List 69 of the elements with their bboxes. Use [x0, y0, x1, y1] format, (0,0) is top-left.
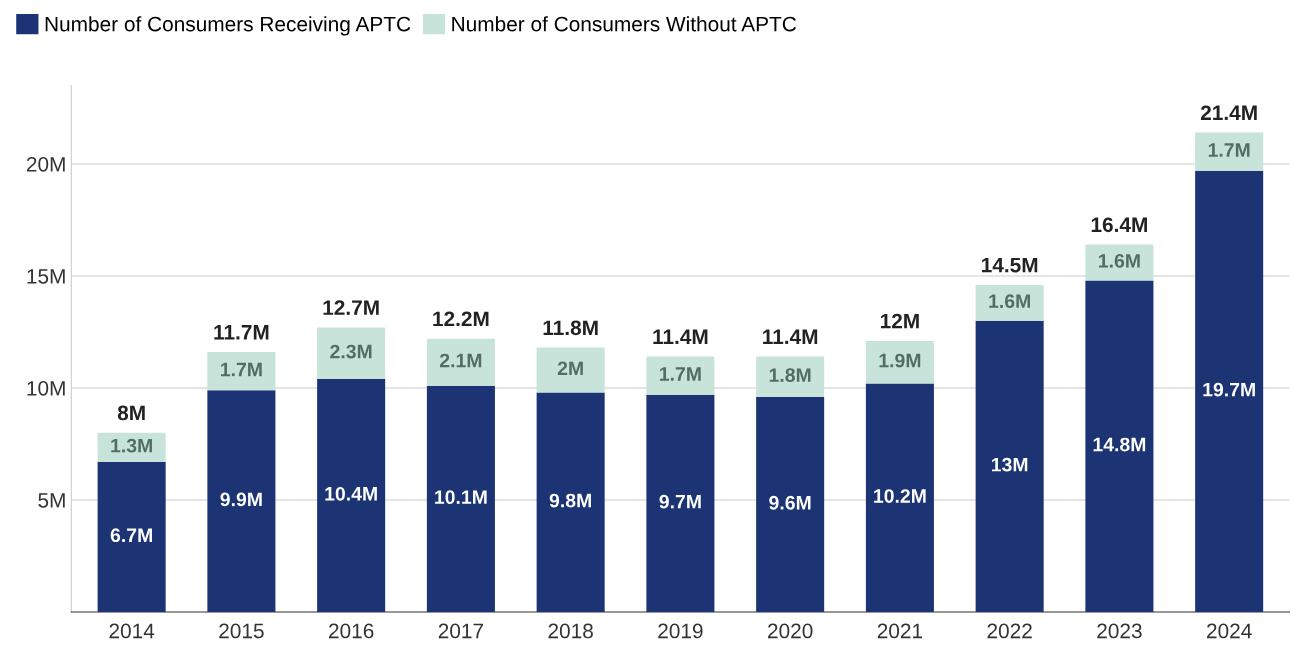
total-label: 21.4M — [1200, 105, 1257, 120]
total-label: 8M — [117, 405, 145, 421]
bar — [426, 338, 495, 386]
total-label: 11.4M — [653, 329, 708, 344]
data-label: 1.7M — [221, 362, 262, 377]
bar — [536, 392, 605, 612]
data-label: 9.7M — [659, 494, 701, 509]
bar — [646, 356, 715, 395]
total-label: 14.5M — [982, 257, 1038, 273]
total-label: 11.4M — [763, 329, 818, 344]
data-label: 1.6M — [989, 294, 1030, 309]
y-tick-label: 15M — [27, 269, 65, 284]
x-tick-label: 2024 — [1207, 623, 1252, 639]
x-tick-label: 2014 — [109, 623, 155, 639]
data-label: 1.7M — [660, 367, 701, 381]
data-label: 1.9M — [879, 353, 921, 368]
bar — [756, 396, 825, 612]
bar — [207, 390, 276, 612]
bar — [756, 356, 825, 397]
bar — [317, 327, 386, 379]
x-tick-label: 2022 — [987, 623, 1032, 639]
y-tick-label: 10M — [27, 380, 65, 396]
bar — [1195, 170, 1264, 612]
total-label: 11.7M — [214, 325, 269, 340]
data-label: 9.9M — [220, 492, 262, 507]
data-label: 19.7M — [1203, 382, 1255, 397]
bar — [865, 340, 934, 384]
total-label: 11.8M — [543, 320, 598, 336]
x-tick-label: 2020 — [768, 623, 813, 639]
data-label: 10.1M — [435, 490, 487, 505]
legend-label: Number of Consumers Without APTC — [452, 16, 797, 32]
x-tick-label: 2019 — [658, 623, 703, 639]
data-label: 2.1M — [439, 353, 482, 368]
y-tick-label: 20M — [26, 156, 65, 172]
bar — [975, 320, 1044, 612]
bar — [865, 383, 934, 612]
data-label: 14.8M — [1093, 437, 1146, 452]
data-label: 2M — [557, 361, 583, 376]
data-label: 1.3M — [111, 438, 152, 453]
bar — [646, 394, 715, 612]
x-tick-label: 2017 — [438, 623, 484, 639]
x-tick-label: 2016 — [329, 623, 374, 639]
x-tick-label: 2023 — [1097, 623, 1142, 639]
bar — [1195, 132, 1264, 171]
data-label: 9.8M — [549, 493, 591, 508]
data-label: 9.6M — [769, 495, 811, 510]
data-label: 1.8M — [769, 368, 811, 382]
data-label: 10.4M — [325, 486, 377, 501]
total-label: 12.2M — [433, 311, 489, 326]
data-label: 2.3M — [330, 344, 372, 359]
bar — [426, 385, 495, 612]
total-label: 16.4M — [1091, 217, 1147, 233]
x-tick-label: 2021 — [877, 623, 923, 639]
data-label: 1.6M — [1099, 253, 1140, 268]
bar — [207, 352, 276, 391]
data-label: 13M — [991, 457, 1028, 472]
data-label: 6.7M — [110, 528, 152, 543]
data-label: 1.7M — [1208, 143, 1250, 157]
bar — [97, 461, 166, 612]
y-tick-label: 5M — [38, 493, 65, 508]
data-label: 10.2M — [874, 489, 926, 503]
bar — [536, 347, 605, 393]
x-tick-label: 2015 — [219, 623, 264, 639]
total-label: 12M — [880, 313, 919, 329]
legend-label: Number of Consumers Receiving APTC — [45, 16, 411, 36]
x-tick-label: 2018 — [548, 623, 593, 639]
total-label: 12.7M — [323, 300, 379, 315]
bar — [1085, 280, 1154, 612]
bar — [317, 378, 386, 612]
